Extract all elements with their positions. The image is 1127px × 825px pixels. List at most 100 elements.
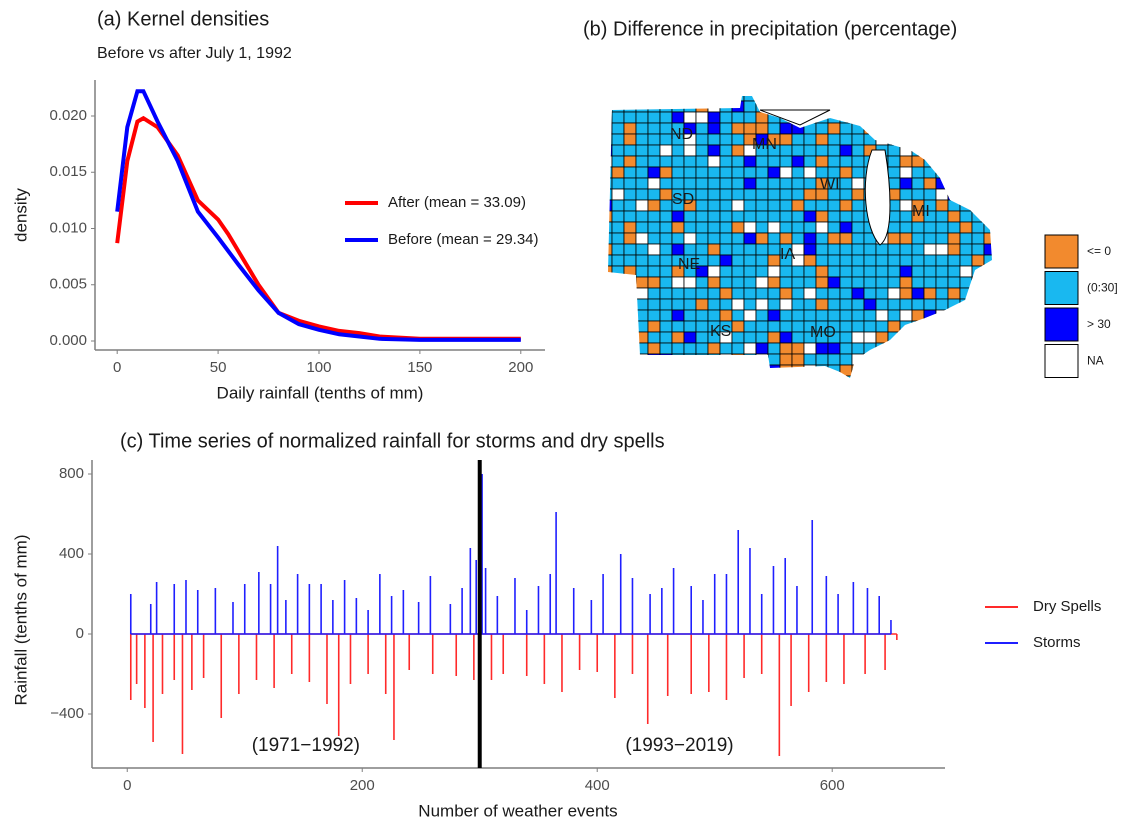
- county: [803, 309, 817, 322]
- county: [779, 96, 793, 102]
- county: [635, 133, 649, 146]
- county: [647, 298, 661, 311]
- county: [863, 298, 877, 311]
- county: [851, 287, 865, 300]
- county: [983, 265, 992, 278]
- county: [707, 375, 721, 378]
- county: [779, 276, 793, 289]
- county: [863, 287, 877, 300]
- county: [791, 353, 805, 366]
- density-line: [115, 115, 521, 341]
- county: [659, 232, 673, 245]
- county: [683, 320, 697, 333]
- county: [983, 199, 992, 212]
- county: [755, 364, 769, 377]
- county: [803, 243, 817, 256]
- county: [755, 199, 769, 212]
- county: [863, 133, 877, 146]
- county: [695, 364, 709, 377]
- county: [743, 254, 757, 267]
- county: [791, 342, 805, 355]
- county: [947, 96, 961, 102]
- county: [996, 277, 1008, 288]
- county: [863, 309, 877, 322]
- county: [839, 177, 853, 190]
- county: [623, 265, 637, 278]
- county: [767, 166, 781, 179]
- county: [935, 100, 949, 113]
- county: [659, 287, 673, 300]
- county: [815, 221, 829, 234]
- county: [911, 364, 925, 377]
- county: [635, 353, 649, 366]
- county: [875, 243, 889, 256]
- county: [647, 364, 661, 377]
- county: [608, 309, 613, 322]
- county: [695, 96, 709, 102]
- county: [683, 100, 697, 113]
- county: [635, 309, 649, 322]
- legend-swatch: [1044, 307, 1079, 342]
- county: [887, 111, 901, 124]
- county: [755, 342, 769, 355]
- county: [959, 254, 973, 267]
- county: [695, 122, 709, 135]
- county: [695, 166, 709, 179]
- county: [743, 221, 757, 234]
- county: [791, 309, 805, 322]
- county: [743, 276, 757, 289]
- county: [851, 221, 865, 234]
- county: [971, 287, 985, 300]
- county: [839, 122, 853, 135]
- county: [611, 342, 625, 355]
- state-label: ND: [670, 126, 693, 143]
- county: [899, 177, 913, 190]
- county: [671, 166, 685, 179]
- legend-label: Storms: [1033, 634, 1081, 651]
- county: [827, 364, 841, 377]
- county: [803, 232, 817, 245]
- county: [887, 243, 901, 256]
- county: [623, 210, 637, 223]
- county: [935, 276, 949, 289]
- county: [851, 276, 865, 289]
- county: [683, 353, 697, 366]
- county: [923, 342, 937, 355]
- county: [719, 133, 733, 146]
- county: [695, 111, 709, 124]
- county: [983, 232, 992, 245]
- county: [911, 111, 925, 124]
- county: [815, 210, 829, 223]
- county: [755, 188, 769, 201]
- county: [611, 254, 625, 267]
- x-axis-title: Daily rainfall (tenths of mm): [217, 383, 424, 402]
- county: [743, 122, 757, 135]
- panel-a-subtitle: Before vs after July 1, 1992: [97, 45, 292, 62]
- county: [683, 375, 697, 378]
- county: [899, 210, 913, 223]
- county: [608, 100, 613, 113]
- annotation: (1971−1992): [252, 735, 360, 756]
- county: [611, 232, 625, 245]
- y-tick-label: 800: [59, 465, 84, 482]
- county: [851, 232, 865, 245]
- county: [608, 298, 613, 311]
- county: [695, 210, 709, 223]
- county: [743, 100, 757, 113]
- county: [635, 254, 649, 267]
- county: [707, 298, 721, 311]
- county: [815, 309, 829, 322]
- county: [659, 155, 673, 168]
- county: [947, 276, 961, 289]
- x-tick-label: 150: [407, 359, 432, 376]
- legend-swatch: [1044, 234, 1079, 269]
- county: [935, 133, 949, 146]
- county: [659, 166, 673, 179]
- county: [671, 298, 685, 311]
- county: [707, 177, 721, 190]
- county: [983, 364, 992, 377]
- county: [647, 232, 661, 245]
- county: [731, 122, 745, 135]
- county: [983, 254, 992, 267]
- county: [743, 298, 757, 311]
